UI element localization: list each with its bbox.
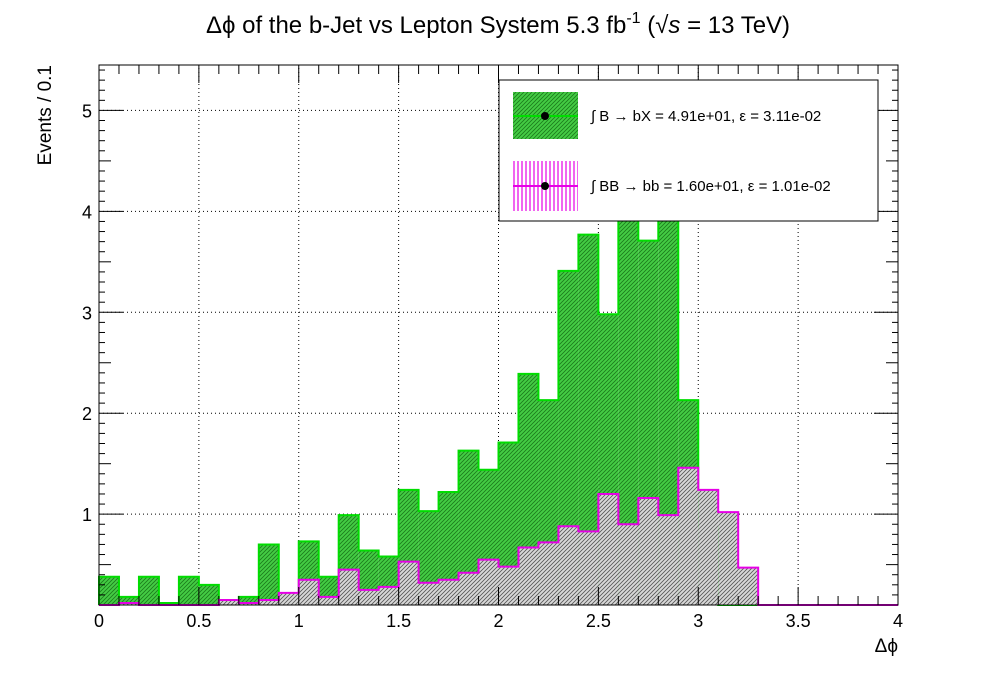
title-energy-close: = 13 TeV)	[680, 12, 790, 39]
tick-labels: 0 0.5 1 1.5 2 2.5 3 3.5 4 1 2 3 4 5	[82, 101, 903, 631]
y-tick-label: 3	[82, 303, 92, 323]
bar-bb-to-bb	[638, 498, 659, 605]
chart-title: Δϕ of the b-Jet vs Lepton System 5.3 fb-…	[206, 10, 790, 39]
bar-bb-to-bb	[538, 542, 559, 605]
bar-bb-to-bb	[338, 569, 359, 605]
legend-entry-b-to-bx: ∫ B → bX = 4.91e+01, ε = 3.11e-02	[513, 92, 821, 139]
y-tick-label: 5	[82, 101, 92, 121]
bar-bb-to-bb	[218, 599, 239, 605]
bar-bb-to-bb	[578, 531, 599, 605]
x-tick-label: 4	[893, 611, 903, 631]
bar-b-to-bx	[578, 234, 599, 605]
y-tick-label: 2	[82, 404, 92, 424]
bar-b-to-bx	[418, 511, 439, 605]
x-axis-label: Δϕ	[875, 636, 898, 657]
legend-label-b-to-bx: ∫ B → bX = 4.91e+01, ε = 3.11e-02	[590, 108, 821, 125]
series-b-to-bx	[98, 157, 898, 606]
bar-bb-to-bb-outline	[99, 466, 898, 606]
bar-b-to-bx	[118, 596, 139, 605]
bar-b-to-bx	[99, 576, 119, 605]
title-delta-phi: Δϕ	[206, 12, 235, 39]
bar-bb-to-bb	[718, 512, 739, 605]
bar-bb-to-bb	[478, 559, 499, 605]
y-tick-label: 4	[82, 202, 92, 222]
bar-bb-to-bb	[498, 566, 519, 605]
bar-bb-to-bb	[438, 579, 459, 605]
x-tick-label: 2	[493, 611, 503, 631]
legend-entry-bb-to-bb: ∫ BB → bb = 1.60e+01, ε = 1.01e-02	[513, 161, 831, 211]
series-bb-to-bb	[99, 466, 898, 606]
x-tick-label: 1.5	[386, 611, 411, 631]
bar-b-to-bx	[158, 602, 179, 605]
bar-b-to-bx-outline	[98, 157, 898, 606]
bar-bb-to-bb	[398, 561, 419, 605]
bar-bb-to-bb	[378, 586, 399, 605]
legend-label-bb-to-bb: ∫ BB → bb = 1.60e+01, ε = 1.01e-02	[590, 178, 831, 195]
title-energy-open: (	[641, 12, 656, 39]
bar-bb-to-bb	[238, 602, 259, 605]
bar-bb-to-bb	[658, 515, 679, 605]
bar-b-to-bx	[198, 584, 219, 605]
bar-b-to-bx	[658, 175, 679, 606]
bar-bb-to-bb	[278, 592, 299, 605]
bar-bb-to-bb	[358, 589, 379, 605]
bar-bb-to-bb	[678, 467, 699, 605]
bar-bb-to-bb	[418, 582, 439, 605]
x-tick-label: 1	[294, 611, 304, 631]
bar-bb-to-bb	[118, 602, 139, 605]
x-tick-label: 0	[94, 611, 104, 631]
bar-b-to-bx	[238, 596, 259, 605]
bar-b-to-bx	[618, 158, 639, 606]
legend-marker-green	[541, 112, 549, 120]
legend: ∫ B → bX = 4.91e+01, ε = 3.11e-02 ∫ BB →…	[498, 79, 879, 222]
bar-bb-to-bb	[598, 493, 619, 605]
bar-b-to-bx	[178, 576, 199, 605]
title-main-text: of the b-Jet vs Lepton System 5.3 fb	[235, 12, 626, 39]
x-tick-label: 3	[693, 611, 703, 631]
bar-bb-to-bb	[258, 599, 279, 605]
title-s: s	[668, 12, 680, 39]
bar-bb-to-bb	[618, 524, 639, 605]
title-sqrt: √	[655, 12, 669, 39]
y-axis-label: Events / 0.1	[35, 65, 56, 165]
bar-bb-to-bb	[738, 567, 759, 605]
x-tick-label: 3.5	[786, 611, 811, 631]
bar-bb-to-bb	[318, 596, 339, 605]
x-tick-label: 0.5	[186, 611, 211, 631]
bar-b-to-bx	[458, 450, 479, 605]
bar-bb-to-bb	[458, 572, 479, 605]
y-tick-label: 1	[82, 505, 92, 525]
legend-marker-magenta	[541, 182, 549, 190]
bar-b-to-bx	[558, 270, 579, 605]
x-tick-label: 2.5	[586, 611, 611, 631]
bar-bb-to-bb	[518, 547, 539, 605]
axes	[98, 64, 899, 606]
bar-b-to-bx	[498, 442, 519, 605]
title-exponent: -1	[626, 10, 640, 27]
bar-bb-to-bb	[698, 489, 719, 605]
bar-b-to-bx	[258, 544, 279, 605]
bar-b-to-bx	[138, 576, 159, 605]
bar-bb-to-bb	[558, 526, 579, 605]
bar-bb-to-bb	[298, 579, 319, 605]
bar-b-to-bx	[438, 491, 459, 605]
